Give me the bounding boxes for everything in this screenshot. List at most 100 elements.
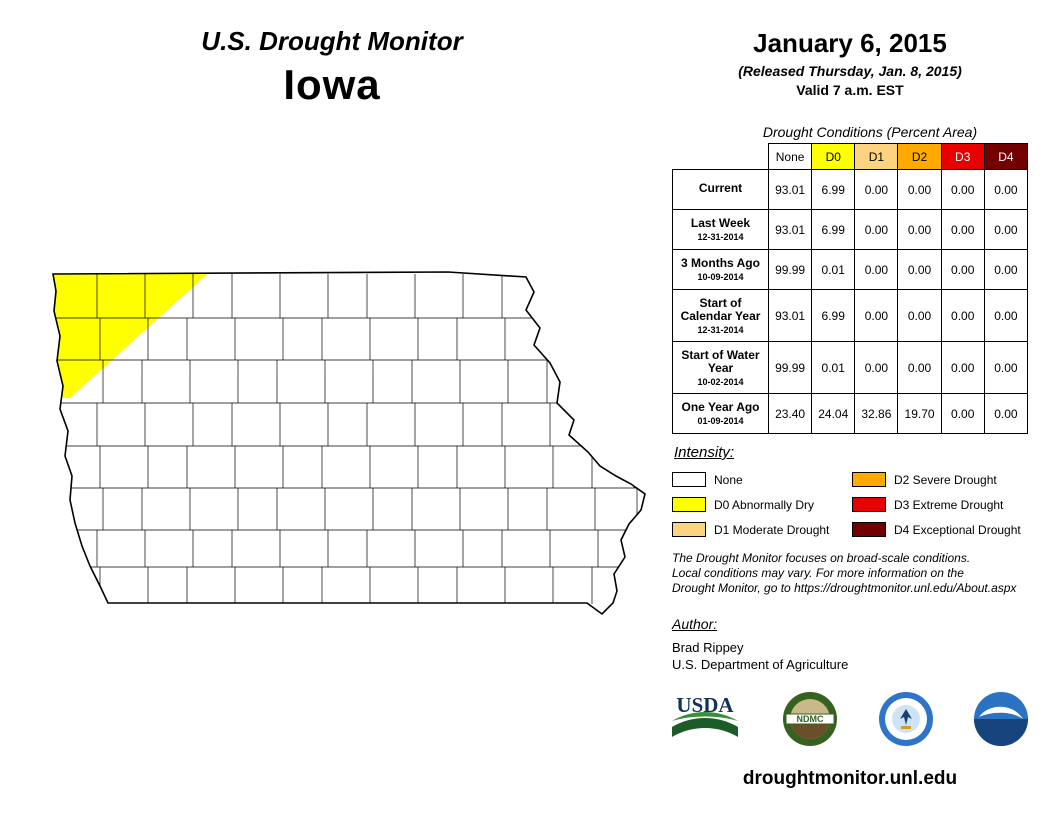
value-cell: 0.00 [940,341,985,394]
table-row: One Year Ago 01-09-2014 23.40 24.04 32.8… [672,393,1029,434]
author-organization: U.S. Department of Agriculture [672,657,849,672]
table-row: 3 Months Ago 10-09-2014 99.99 0.01 0.00 … [672,249,1029,290]
legend-swatch-d3 [852,497,886,512]
noaa-logo [973,692,1028,746]
value-cell: 23.40 [767,393,813,434]
value-cell: 99.99 [767,341,813,394]
col-header-d1: D1 [854,143,899,170]
value-cell: 0.00 [854,289,899,342]
value-cell: 0.01 [811,341,856,394]
legend-swatch-none [672,472,706,487]
legend-item-none: None [672,467,852,492]
title-block: U.S. Drought Monitor Iowa [132,26,532,109]
row-label: Start of Calendar Year 12-31-2014 [672,289,769,342]
commerce-seal-logo [878,692,933,746]
table-row: Current 93.01 6.99 0.00 0.00 0.00 0.00 [672,169,1029,210]
row-label: Start of Water Year 10-02-2014 [672,341,769,394]
table-row: Last Week 12-31-2014 93.01 6.99 0.00 0.0… [672,209,1029,250]
value-cell: 0.00 [897,209,942,250]
value-cell: 32.86 [854,393,899,434]
value-cell: 0.00 [983,209,1029,250]
table-row: Start of Water Year 10-02-2014 99.99 0.0… [672,341,1029,394]
agency-logos: USDA NDMC [666,690,1030,748]
legend-swatch-d4 [852,522,886,537]
disclaimer-line: Drought Monitor, go to https://droughtmo… [672,581,1017,595]
row-label: Last Week 12-31-2014 [672,209,769,250]
iowa-county-map [52,271,646,616]
value-cell: 0.00 [897,289,942,342]
value-cell: 6.99 [811,169,856,210]
d0-abnormally-dry-region [53,272,214,398]
report-title: U.S. Drought Monitor [201,26,463,56]
row-label: One Year Ago 01-09-2014 [672,393,769,434]
state-outline [52,271,646,616]
drought-conditions-table: None D0 D1 D2 D3 D4 Current 93.01 6.99 0… [672,143,1029,434]
row-label: Current [672,169,769,210]
report-date: January 6, 2015 [753,28,947,58]
value-cell: 93.01 [767,169,813,210]
value-cell: 93.01 [767,289,813,342]
author-heading: Author: [672,616,718,632]
legend-swatch-d0 [672,497,706,512]
value-cell: 0.00 [983,393,1029,434]
row-label: 3 Months Ago 10-09-2014 [672,249,769,290]
value-cell: 0.00 [854,209,899,250]
value-cell: 93.01 [767,209,813,250]
author-block: Author: Brad Rippey U.S. Department of A… [672,616,848,673]
legend-item-d4: D4 Exceptional Drought [852,517,1021,542]
author-name: Brad Rippey [672,640,744,655]
value-cell: 0.00 [940,289,985,342]
ndmc-logo: NDMC [783,692,838,746]
intensity-legend: None D0 Abnormally Dry D1 Moderate Droug… [672,467,1021,542]
usda-logo: USDA [672,693,738,737]
value-cell: 0.00 [940,209,985,250]
disclaimer-text: The Drought Monitor focuses on broad-sca… [672,551,1016,596]
legend-swatch-d1 [672,522,706,537]
table-corner-blank [672,143,769,170]
value-cell: 0.00 [854,341,899,394]
value-cell: 0.00 [983,289,1029,342]
value-cell: 6.99 [811,209,856,250]
legend-item-d1: D1 Moderate Drought [672,517,852,542]
legend-item-d3: D3 Extreme Drought [852,492,1021,517]
value-cell: 0.00 [983,169,1029,210]
released-date: (Released Thursday, Jan. 8, 2015) [738,63,962,79]
usda-swoosh [672,712,738,721]
value-cell: 0.00 [854,169,899,210]
table-caption: Drought Conditions (Percent Area) [762,124,978,140]
disclaimer-line: The Drought Monitor focuses on broad-sca… [672,551,971,565]
value-cell: 0.00 [854,249,899,290]
date-block: January 6, 2015 (Released Thursday, Jan.… [672,28,1028,98]
value-cell: 0.00 [897,169,942,210]
value-cell: 0.00 [940,169,985,210]
noaa-gull [978,706,1023,719]
intensity-legend-title: Intensity: [674,444,735,461]
legend-item-d0: D0 Abnormally Dry [672,492,852,517]
value-cell: 0.01 [811,249,856,290]
commerce-eagle [899,709,912,725]
col-header-d3: D3 [940,143,985,170]
legend-item-d2: D2 Severe Drought [852,467,1021,492]
value-cell: 0.00 [940,393,985,434]
value-cell: 0.00 [940,249,985,290]
col-header-d0: D0 [811,143,856,170]
legend-swatch-d2 [852,472,886,487]
col-header-none: None [767,143,813,170]
state-name: Iowa [283,61,381,108]
value-cell: 19.70 [897,393,942,434]
value-cell: 99.99 [767,249,813,290]
col-header-d2: D2 [897,143,942,170]
droughtmonitor-url: droughtmonitor.unl.edu [742,768,958,789]
ndmc-logo-text: NDMC [797,714,824,724]
value-cell: 6.99 [811,289,856,342]
table-header-row: None D0 D1 D2 D3 D4 [672,143,1029,170]
col-header-d4: D4 [983,143,1029,170]
usda-field [672,718,738,737]
value-cell: 0.00 [983,249,1029,290]
table-row: Start of Calendar Year 12-31-2014 93.01 … [672,289,1029,342]
valid-time: Valid 7 a.m. EST [796,82,904,98]
value-cell: 0.00 [897,249,942,290]
value-cell: 0.00 [983,341,1029,394]
value-cell: 24.04 [811,393,856,434]
